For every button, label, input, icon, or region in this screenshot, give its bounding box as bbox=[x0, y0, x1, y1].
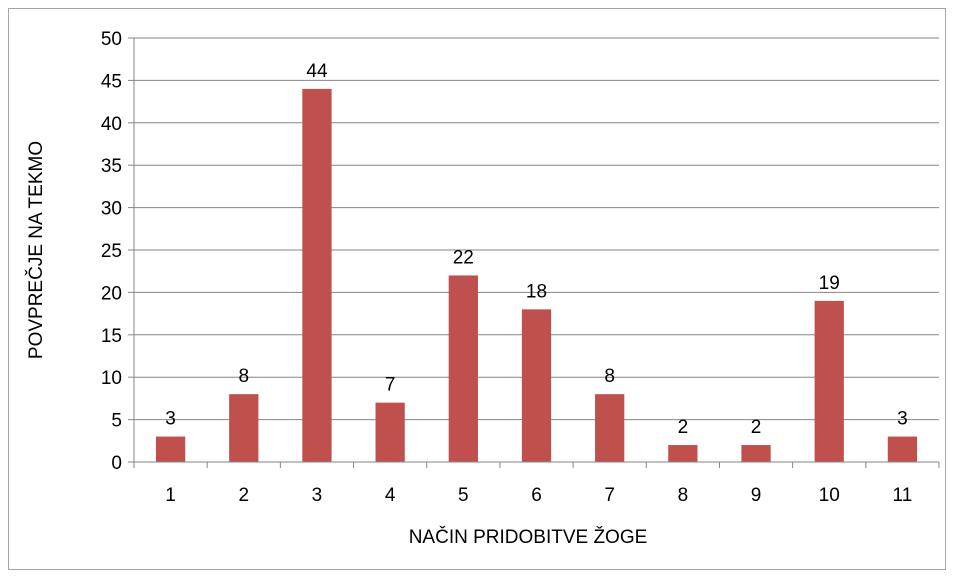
bar bbox=[595, 394, 625, 462]
x-tick-label: 11 bbox=[893, 485, 913, 506]
bar bbox=[741, 445, 771, 462]
y-tick-label: 15 bbox=[101, 326, 122, 347]
data-label: 2 bbox=[678, 417, 689, 438]
data-label: 3 bbox=[165, 409, 176, 430]
bar bbox=[155, 436, 186, 462]
x-tick-label: 7 bbox=[604, 485, 615, 506]
bar bbox=[521, 309, 552, 462]
bar bbox=[668, 445, 698, 462]
data-label: 3 bbox=[897, 409, 908, 430]
y-tick-label: 25 bbox=[101, 241, 122, 262]
y-axis-label: POVPREČJE NA TEKMO bbox=[25, 141, 47, 359]
y-tick-label: 30 bbox=[101, 199, 122, 220]
x-tick-label: 3 bbox=[312, 485, 323, 506]
data-label: 19 bbox=[819, 273, 840, 294]
x-tick-label: 9 bbox=[751, 485, 762, 506]
bar bbox=[448, 275, 478, 462]
data-label: 7 bbox=[385, 375, 396, 396]
x-tick-label: 10 bbox=[819, 485, 840, 506]
data-label: 22 bbox=[453, 247, 474, 268]
bar bbox=[302, 88, 332, 462]
y-tick-label: 35 bbox=[101, 156, 122, 177]
x-tick-label: 8 bbox=[678, 485, 689, 506]
y-tick-labels: 0 5 10 15 20 25 30 35 40 45 50 bbox=[101, 29, 122, 474]
bar bbox=[814, 300, 844, 462]
y-tick-label: 5 bbox=[111, 411, 122, 432]
data-label: 18 bbox=[526, 281, 547, 302]
data-label: 8 bbox=[604, 366, 615, 387]
bars bbox=[155, 88, 918, 462]
x-tick-label: 1 bbox=[165, 485, 176, 506]
gridlines bbox=[134, 37, 939, 421]
y-tick-label: 45 bbox=[101, 71, 122, 92]
data-label: 44 bbox=[306, 61, 328, 82]
y-tick-label: 20 bbox=[101, 283, 122, 304]
y-tick-label: 40 bbox=[101, 114, 122, 135]
x-tick-label: 2 bbox=[238, 485, 249, 506]
x-tick-label: 6 bbox=[531, 485, 542, 506]
x-tick-label: 5 bbox=[458, 485, 469, 506]
x-tick-labels: 1 2 3 4 5 6 7 8 9 10 11 bbox=[165, 485, 912, 506]
x-tick-label: 4 bbox=[385, 485, 396, 506]
y-tick-label: 10 bbox=[101, 368, 122, 389]
bar bbox=[887, 436, 918, 462]
axes bbox=[128, 37, 940, 468]
data-label: 2 bbox=[751, 417, 762, 438]
bar bbox=[229, 394, 259, 462]
data-label: 8 bbox=[238, 366, 249, 387]
y-tick-label: 0 bbox=[111, 453, 122, 474]
y-tick-label: 50 bbox=[101, 29, 122, 50]
bar bbox=[375, 402, 405, 462]
x-axis-label: NAČIN PRIDOBITVE ŽOGE bbox=[409, 526, 648, 548]
